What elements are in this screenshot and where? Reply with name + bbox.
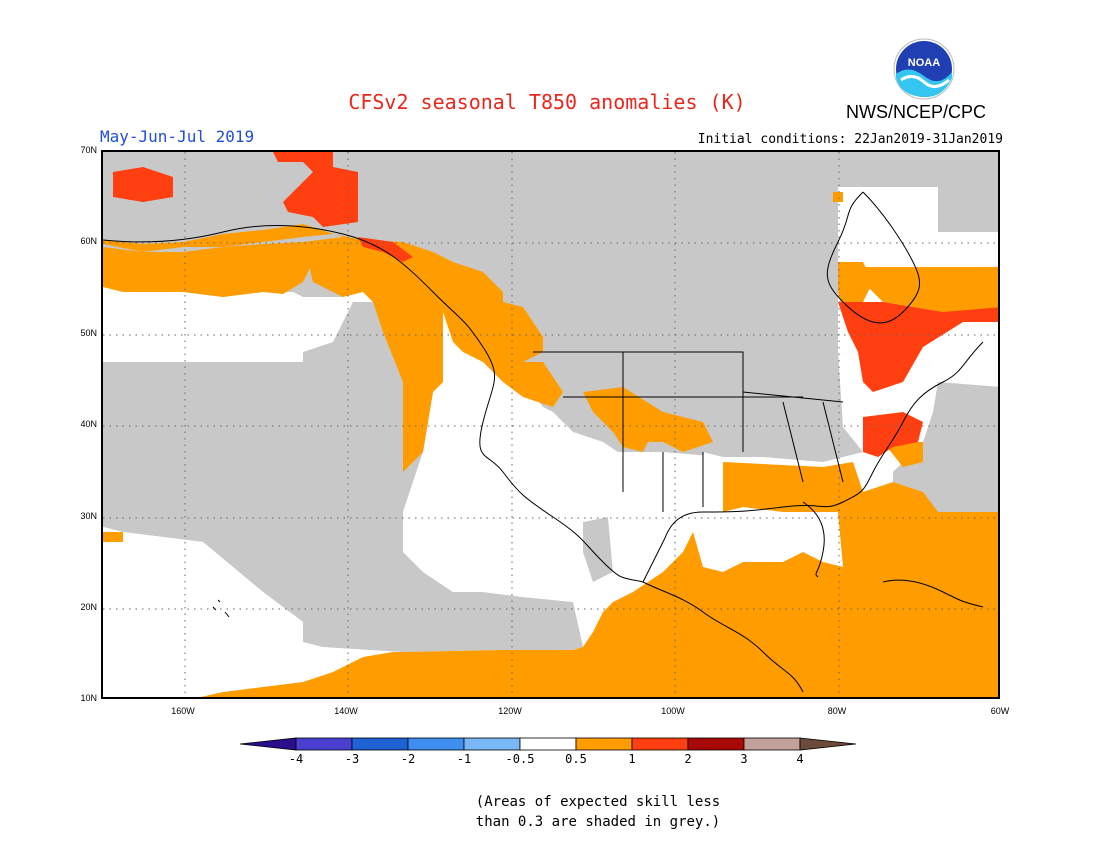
forecast-period: May-Jun-Jul 2019	[100, 127, 255, 146]
noaa-logo: NOAA	[893, 38, 955, 100]
colorbar	[239, 735, 862, 753]
anomaly-map-canvas	[103, 152, 998, 697]
skill-note-line2: than 0.3 are shaded in grey.)	[475, 814, 721, 830]
agency-label: NWS/NCEP/CPC	[846, 102, 987, 122]
colorbar-right-arrow	[799, 737, 857, 751]
lat-label-50n: 50N	[80, 328, 97, 338]
colorbar-tick-label: 4	[796, 752, 804, 766]
page-title: CFSv2 seasonal T850 anomalies (K)	[348, 90, 746, 114]
colorbar-box	[687, 737, 745, 751]
skill-note: (Areas of expected skill less than 0.3 a…	[0, 792, 1100, 832]
gridlines	[103, 152, 998, 697]
colorbar-tick-label: -2	[400, 752, 416, 766]
colorbar-svg	[239, 737, 857, 751]
colorbar-box	[351, 737, 409, 751]
lon-label-140w: 140W	[334, 706, 358, 716]
lat-label-60n: 60N	[80, 236, 97, 246]
skill-note-line1: (Areas of expected skill less	[475, 794, 721, 810]
colorbar-box	[575, 737, 633, 751]
colorbar-tick-label: -3	[344, 752, 360, 766]
colorbar-tick-label: 1	[628, 752, 636, 766]
colorbar-box	[463, 737, 521, 751]
lat-label-10n: 10N	[80, 693, 97, 703]
colorbar-tick-label: 0.5	[565, 752, 587, 766]
colorbar-box	[407, 737, 465, 751]
initial-conditions: Initial conditions: 22Jan2019-31Jan2019	[697, 132, 1003, 147]
lat-label-30n: 30N	[80, 511, 97, 521]
lon-label-160w: 160W	[171, 706, 195, 716]
colorbar-tick-label: -0.5	[505, 752, 535, 766]
colorbar-box	[743, 737, 801, 751]
lat-label-40n: 40N	[80, 419, 97, 429]
colorbar-box	[295, 737, 353, 751]
noaa-logo-text: NOAA	[908, 57, 940, 69]
anomaly-map	[101, 150, 1000, 699]
lon-label-80w: 80W	[827, 706, 847, 716]
anomaly-05-1-regions	[103, 192, 998, 697]
colorbar-box	[519, 737, 577, 751]
colorbar-tick-label: -4	[288, 752, 304, 766]
lat-label-20n: 20N	[80, 602, 97, 612]
lon-label-120w: 120W	[498, 706, 522, 716]
lon-label-60w: 60W	[990, 706, 1010, 716]
colorbar-tick-label: 2	[684, 752, 692, 766]
lon-label-100w: 100W	[661, 706, 685, 716]
lat-label-70n: 70N	[80, 145, 97, 155]
colorbar-left-arrow	[239, 737, 297, 751]
colorbar-tick-label: -1	[456, 752, 472, 766]
anomaly-1-2-regions	[113, 152, 998, 457]
colorbar-box	[631, 737, 689, 751]
coastlines	[103, 191, 984, 693]
colorbar-tick-label: 3	[740, 752, 748, 766]
